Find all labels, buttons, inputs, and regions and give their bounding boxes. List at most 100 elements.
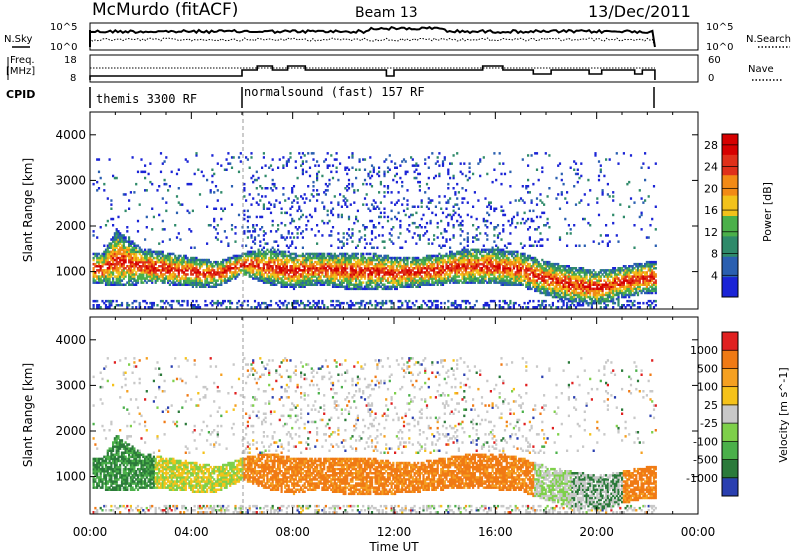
power-cell-4578 [528,244,531,247]
power-cell-1170 [213,285,216,288]
power-cell-663 [151,228,154,231]
power-cell-4362 [507,242,510,245]
power-cell-1154 [211,299,214,303]
power-cell-2173 [312,279,315,282]
power-cell-2477 [339,277,342,280]
power-cell-3914 [466,256,469,260]
power-cell-4702 [541,283,544,286]
power-cell-3776 [454,254,457,258]
power-cell-2680 [355,273,358,276]
power-cell-605 [145,250,148,254]
power-cell-3637 [441,236,445,239]
power-cell-3934 [468,267,471,270]
power-cell-4112 [486,265,489,268]
power-cell-78 [101,279,104,282]
power-cell-3025 [383,185,386,188]
power-cell-4483 [519,258,523,262]
power-cell-2409 [333,285,336,288]
power-cell-2942 [378,283,381,286]
power-cell-2138 [308,267,312,270]
power-cell-1580 [261,271,264,274]
power-cell-655 [151,267,154,270]
power-cell-244 [115,304,118,307]
power-cell-4080 [482,250,485,254]
power-cell-3641 [441,160,445,163]
power-cell-1705 [271,256,274,260]
power-cell-4365 [509,301,512,305]
power-cell-341 [120,236,124,239]
power-cell-1590 [261,215,264,219]
power-cell-1823 [282,262,285,266]
power-cell-2920 [376,304,379,307]
power-cell-2888 [372,252,375,256]
power-cell-4095 [484,260,487,264]
power-cell-2540 [344,271,347,274]
power-cell-2646 [351,228,354,231]
power-cell-1175 [213,273,216,276]
power-cell-3309 [411,267,414,270]
power-cell-2832 [369,299,372,303]
power-cell-2263 [319,262,322,266]
power-cell-1324 [230,203,234,206]
power-cell-3353 [415,226,418,229]
power-cell-2504 [340,256,343,260]
power-cell-3599 [438,174,441,178]
power-cell-3015 [383,258,386,262]
power-cell-995 [190,258,193,262]
power-cell-1006 [191,279,194,282]
power-cell-808 [168,273,171,276]
power-cell-1589 [261,226,264,229]
power-cell-3754 [452,209,455,213]
power-cell-1499 [253,277,257,280]
power-cell-3645 [443,277,446,280]
power-cell-3693 [447,187,450,190]
power-cell-3415 [420,217,423,221]
power-cell-2348 [328,277,331,280]
power-cell-2123 [307,258,310,262]
power-cell-1728 [273,252,276,256]
power-cell-567 [142,252,145,256]
power-cell-4001 [475,299,478,303]
power-cell-840 [172,279,175,282]
power-cell-1606 [262,254,265,258]
power-cell-2335 [326,254,329,258]
power-cell-1573 [259,199,262,202]
power-cell-524 [138,301,141,305]
power-cell-621 [147,252,150,256]
power-cell-2669 [353,201,356,204]
power-cell-4198 [493,240,496,243]
power-cell-829 [170,267,173,270]
power-cell-2541 [344,269,347,272]
power-cell-3022 [383,207,386,210]
power-cell-386 [126,304,129,307]
power-cell-2260 [319,269,322,272]
power-cell-4486 [519,252,523,256]
power-cell-3952 [470,269,473,272]
power-cell-794 [167,269,170,272]
power-cell-4130 [488,279,491,282]
power-cell-4790 [548,187,551,190]
power-cell-3895 [464,262,468,266]
power-cell-3340 [415,285,418,288]
power-cell-2271 [321,283,324,286]
power-cell-1781 [278,269,281,272]
power-cell-2362 [328,164,331,167]
power-cell-3481 [427,258,430,262]
power-cell-597 [145,269,148,272]
power-cell-3771 [454,265,457,268]
power-cell-243 [113,176,116,180]
freq-panel: Freq. [MHz] 18 8 60 0 Nave [6,54,782,84]
power-cell-3373 [417,256,420,260]
power-cell-4100 [484,248,487,252]
power-cell-416 [128,250,131,254]
power-cell-1593 [261,166,264,169]
power-cell-651 [151,275,154,278]
power-cell-389 [126,271,129,274]
power-cell-179 [110,273,113,276]
power-cell-4731 [543,267,546,270]
power-cell-3061 [386,170,390,174]
power-cell-3893 [464,267,468,270]
power-cell-710 [158,265,161,268]
power-cell-4713 [541,211,544,215]
power-cell-1092 [202,269,205,272]
